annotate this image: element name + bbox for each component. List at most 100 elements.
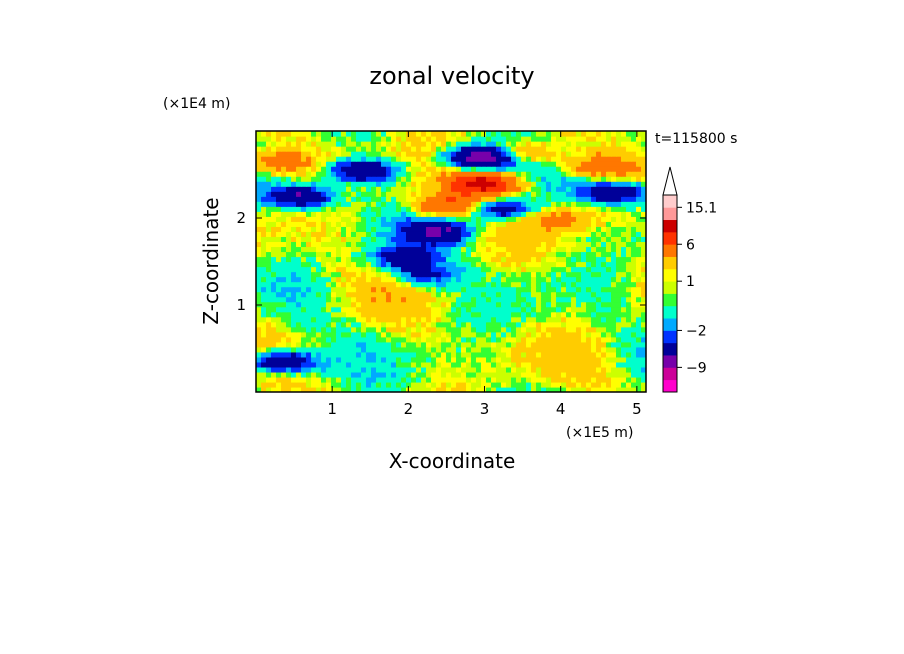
field-cell bbox=[556, 286, 562, 293]
field-cell bbox=[306, 236, 312, 243]
field-cell bbox=[356, 226, 362, 232]
field-cell bbox=[421, 136, 427, 142]
field-cell bbox=[256, 166, 262, 172]
field-cell bbox=[516, 306, 522, 313]
field-cell bbox=[271, 211, 277, 217]
field-cell bbox=[316, 371, 322, 378]
field-cell bbox=[506, 131, 512, 137]
field-cell bbox=[581, 131, 587, 137]
field-cell bbox=[556, 196, 562, 202]
field-cell bbox=[446, 161, 452, 167]
field-cell bbox=[381, 171, 387, 177]
field-cell bbox=[591, 181, 597, 187]
field-cell bbox=[396, 296, 402, 303]
field-cell bbox=[476, 226, 482, 232]
field-cell bbox=[391, 301, 397, 308]
field-cell bbox=[311, 311, 317, 318]
field-cell bbox=[396, 221, 402, 227]
field-cell bbox=[456, 256, 462, 263]
field-cell bbox=[591, 386, 597, 392]
field-cell bbox=[376, 316, 382, 323]
field-cell bbox=[406, 351, 412, 358]
field-cell bbox=[356, 311, 362, 318]
field-cell bbox=[591, 226, 597, 232]
field-cell bbox=[596, 236, 602, 243]
field-cell bbox=[521, 141, 527, 147]
field-cell bbox=[481, 171, 487, 177]
field-cell bbox=[546, 271, 552, 278]
field-cell bbox=[371, 206, 377, 212]
field-cell bbox=[266, 151, 272, 157]
field-cell bbox=[351, 286, 357, 293]
field-cell bbox=[516, 211, 522, 217]
field-cell bbox=[351, 271, 357, 278]
field-cell bbox=[616, 196, 622, 202]
field-cell bbox=[561, 301, 567, 308]
field-cell bbox=[616, 271, 622, 278]
field-cell bbox=[511, 241, 517, 248]
field-cell bbox=[286, 286, 292, 293]
field-cell bbox=[456, 381, 462, 388]
field-cell bbox=[261, 356, 267, 363]
field-cell bbox=[486, 131, 492, 137]
field-cell bbox=[596, 386, 602, 392]
field-cell bbox=[561, 236, 567, 243]
field-cell bbox=[361, 246, 367, 253]
field-cell bbox=[591, 266, 597, 273]
field-cell bbox=[596, 141, 602, 147]
field-cell bbox=[316, 296, 322, 303]
field-cell bbox=[496, 206, 502, 212]
field-cell bbox=[421, 276, 427, 283]
field-cell bbox=[346, 291, 352, 298]
field-cell bbox=[491, 181, 497, 187]
field-cell bbox=[411, 301, 417, 308]
field-cell bbox=[316, 346, 322, 353]
field-cell bbox=[471, 386, 477, 392]
field-cell bbox=[446, 331, 452, 338]
field-cell bbox=[416, 151, 422, 157]
field-cell bbox=[326, 201, 332, 207]
field-cell bbox=[521, 301, 527, 308]
field-cell bbox=[261, 241, 267, 248]
field-cell bbox=[376, 221, 382, 227]
field-cell bbox=[561, 376, 567, 383]
field-cell bbox=[451, 186, 457, 192]
field-cell bbox=[381, 336, 387, 343]
field-cell bbox=[566, 201, 572, 207]
field-cell bbox=[401, 146, 407, 152]
field-cell bbox=[461, 341, 467, 348]
field-cell bbox=[406, 136, 412, 142]
field-cell bbox=[466, 246, 472, 253]
field-cell bbox=[276, 306, 282, 313]
field-cell bbox=[376, 286, 382, 293]
field-cell bbox=[626, 341, 632, 348]
field-cell bbox=[346, 221, 352, 227]
field-cell bbox=[256, 131, 262, 137]
field-cell bbox=[261, 366, 267, 373]
field-cell bbox=[451, 211, 457, 217]
field-cell bbox=[321, 186, 327, 192]
field-cell bbox=[286, 326, 292, 333]
field-cell bbox=[281, 241, 287, 248]
field-cell bbox=[271, 371, 277, 378]
field-cell bbox=[466, 186, 472, 192]
field-cell bbox=[311, 291, 317, 298]
field-cell bbox=[606, 331, 612, 338]
field-cell bbox=[376, 356, 382, 363]
field-cell bbox=[551, 351, 557, 358]
field-cell bbox=[641, 191, 646, 197]
field-cell bbox=[286, 336, 292, 343]
field-cell bbox=[301, 386, 307, 392]
field-cell bbox=[471, 161, 477, 167]
field-cell bbox=[581, 221, 587, 227]
field-cell bbox=[256, 141, 262, 147]
field-cell bbox=[511, 226, 517, 232]
field-cell bbox=[536, 171, 542, 177]
field-cell bbox=[286, 276, 292, 283]
field-cell bbox=[591, 166, 597, 172]
field-cell bbox=[351, 336, 357, 343]
field-cell bbox=[566, 271, 572, 278]
field-cell bbox=[366, 326, 372, 333]
field-cell bbox=[391, 211, 397, 217]
field-cell bbox=[281, 381, 287, 388]
